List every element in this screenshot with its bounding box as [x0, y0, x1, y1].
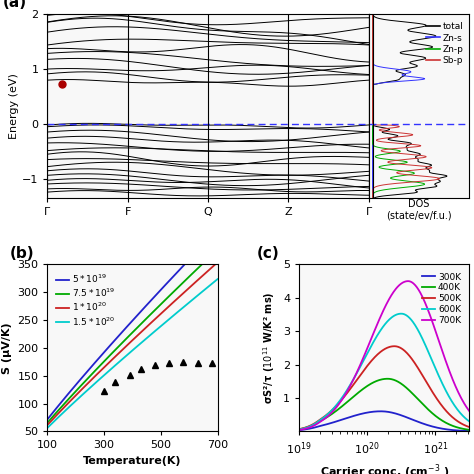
- 500K: [401, 347, 407, 353]
- 400K: [297, 426, 302, 432]
- 400K: [440, 419, 446, 424]
- 300K: [440, 426, 446, 432]
- 400K: [401, 383, 407, 389]
- 700K: [398, 282, 403, 287]
- $1.5*10^{20}$: [146, 334, 152, 339]
- 700K: [451, 380, 457, 385]
- Legend: 300K, 400K, 500K, 600K, 700K: 300K, 400K, 500K, 600K, 700K: [418, 269, 465, 328]
- 700K: [296, 427, 302, 433]
- 700K: [397, 282, 403, 288]
- Text: (a): (a): [2, 0, 27, 10]
- 300K: [398, 412, 403, 418]
- 500K: [451, 416, 457, 421]
- Line: 400K: 400K: [299, 379, 469, 430]
- $7.5*10^{19}$: [145, 314, 151, 319]
- 700K: [405, 278, 410, 284]
- 300K: [296, 427, 302, 433]
- 700K: [401, 280, 406, 285]
- $5*10^{19}$: [149, 297, 155, 303]
- 700K: [440, 351, 446, 356]
- Line: $7.5*10^{19}$: $7.5*10^{19}$: [47, 249, 218, 423]
- 600K: [440, 383, 446, 388]
- $5*10^{19}$: [215, 227, 220, 233]
- $7.5*10^{19}$: [45, 420, 50, 426]
- $1.5*10^{20}$: [199, 289, 204, 295]
- $5*10^{19}$: [45, 416, 51, 421]
- 500K: [297, 426, 302, 432]
- 400K: [451, 423, 457, 429]
- 600K: [401, 311, 407, 317]
- Line: 300K: 300K: [299, 411, 469, 431]
- $1*10^{20}$: [45, 422, 50, 428]
- $5*10^{19}$: [188, 255, 193, 261]
- 300K: [378, 409, 383, 414]
- 300K: [398, 412, 404, 418]
- 600K: [296, 427, 302, 432]
- 700K: [297, 427, 302, 433]
- 500K: [466, 424, 472, 430]
- 600K: [297, 427, 302, 432]
- 500K: [398, 346, 404, 351]
- Y-axis label: Energy (eV): Energy (eV): [9, 73, 19, 139]
- $5*10^{19}$: [199, 244, 204, 249]
- $1*10^{20}$: [45, 421, 51, 427]
- 500K: [398, 345, 403, 351]
- $7.5*10^{19}$: [199, 262, 204, 267]
- Line: $5*10^{19}$: $5*10^{19}$: [47, 230, 218, 419]
- 500K: [440, 404, 446, 410]
- 600K: [451, 401, 457, 407]
- $1.5*10^{20}$: [149, 331, 155, 337]
- $7.5*10^{19}$: [149, 310, 155, 316]
- 700K: [466, 408, 472, 414]
- 400K: [466, 427, 472, 433]
- $1*10^{20}$: [199, 274, 204, 280]
- X-axis label: Carrier conc. (cm$^{-3}$ ): Carrier conc. (cm$^{-3}$ ): [319, 463, 449, 474]
- 300K: [451, 428, 457, 433]
- Line: $1*10^{20}$: $1*10^{20}$: [47, 262, 218, 425]
- $5*10^{19}$: [45, 417, 50, 422]
- 400K: [398, 381, 404, 386]
- $1*10^{20}$: [215, 259, 220, 265]
- 300K: [466, 428, 472, 434]
- $7.5*10^{19}$: [215, 246, 220, 252]
- $1*10^{20}$: [188, 283, 193, 289]
- 300K: [401, 413, 407, 419]
- $7.5*10^{19}$: [45, 419, 51, 425]
- 500K: [392, 343, 397, 349]
- X-axis label: Temperature(K): Temperature(K): [83, 456, 182, 466]
- 500K: [296, 426, 302, 432]
- 600K: [397, 311, 403, 317]
- Line: 700K: 700K: [299, 281, 469, 430]
- Line: 600K: 600K: [299, 314, 469, 429]
- Text: (c): (c): [256, 246, 279, 261]
- $1.5*10^{20}$: [215, 276, 220, 282]
- $1.5*10^{20}$: [45, 425, 51, 430]
- $5*10^{19}$: [145, 301, 151, 306]
- 600K: [466, 419, 472, 424]
- 400K: [296, 427, 302, 432]
- $7.5*10^{19}$: [146, 313, 152, 319]
- Text: (b): (b): [10, 246, 35, 261]
- 600K: [398, 311, 404, 317]
- $7.5*10^{19}$: [188, 272, 193, 278]
- 400K: [384, 376, 390, 382]
- $1*10^{20}$: [145, 323, 151, 328]
- X-axis label: DOS
(state/ev/f.u.): DOS (state/ev/f.u.): [386, 199, 452, 221]
- Legend: $5*10^{19}$, $7.5*10^{19}$, $1*10^{20}$, $1.5*10^{20}$: $5*10^{19}$, $7.5*10^{19}$, $1*10^{20}$,…: [52, 269, 119, 331]
- 600K: [398, 311, 403, 317]
- Line: 500K: 500K: [299, 346, 469, 429]
- $1.5*10^{20}$: [145, 334, 151, 340]
- Y-axis label: σS²/τ ($10^{11}$ W/K² ms): σS²/τ ($10^{11}$ W/K² ms): [262, 292, 277, 404]
- $1.5*10^{20}$: [45, 425, 50, 431]
- $1.5*10^{20}$: [188, 298, 193, 304]
- $1*10^{20}$: [149, 319, 155, 325]
- Line: $1.5*10^{20}$: $1.5*10^{20}$: [47, 279, 218, 428]
- 300K: [297, 427, 302, 433]
- Legend: total, Zn-s, Zn-p, Sb-p: total, Zn-s, Zn-p, Sb-p: [422, 19, 467, 69]
- 400K: [398, 380, 403, 386]
- Y-axis label: S (μV/K): S (μV/K): [2, 322, 12, 374]
- $1*10^{20}$: [146, 322, 152, 328]
- $5*10^{19}$: [146, 300, 152, 306]
